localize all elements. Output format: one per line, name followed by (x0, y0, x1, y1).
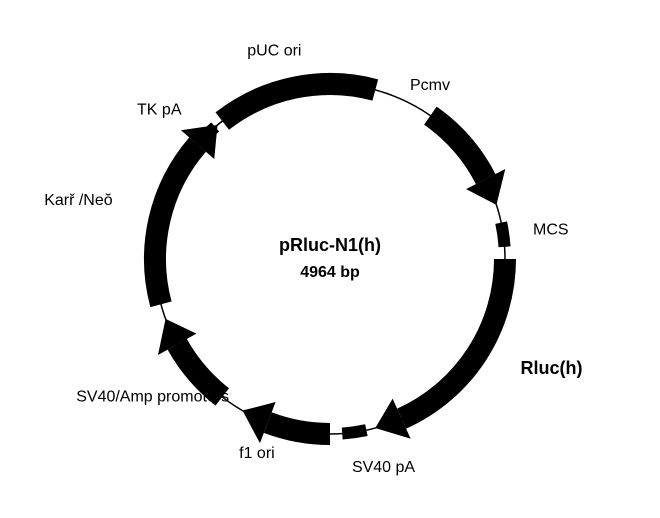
plasmid-map: Pcmv MCS Rluc(h) SV40 pA f1 ori SV40/Amp prom… (0, 0, 660, 518)
label-mcs: MCS (533, 222, 569, 239)
label-tk-pa: TK pA (137, 102, 182, 119)
label-sv40-amp-promoters: SV40/Amp promoters (76, 389, 229, 406)
label-karf-neo: Karř /Neŏ (44, 192, 113, 209)
plasmid-name: pRluc-N1(h) (279, 235, 381, 255)
feature-mcs (501, 223, 504, 247)
feature-rluc-h- (402, 259, 505, 419)
label-rluc-h-: Rluc(h) (521, 358, 583, 378)
label-puc-ori: pUC ori (247, 43, 301, 60)
feature-f1-ori (268, 423, 330, 434)
label-f1-ori: f1 ori (239, 445, 275, 462)
features-group: Pcmv MCS Rluc(h) SV40 pA f1 ori SV40/Amp prom… (44, 43, 582, 477)
feature-karf-neo (155, 145, 198, 305)
feature-puc-ori (222, 84, 375, 121)
feature-sv40-pa (342, 430, 366, 433)
label-pcmv: Pcmv (410, 77, 450, 94)
feature-pcmv (430, 116, 485, 179)
plasmid-size: 4964 bp (300, 264, 360, 281)
label-sv40-pa: SV40 pA (352, 459, 415, 476)
